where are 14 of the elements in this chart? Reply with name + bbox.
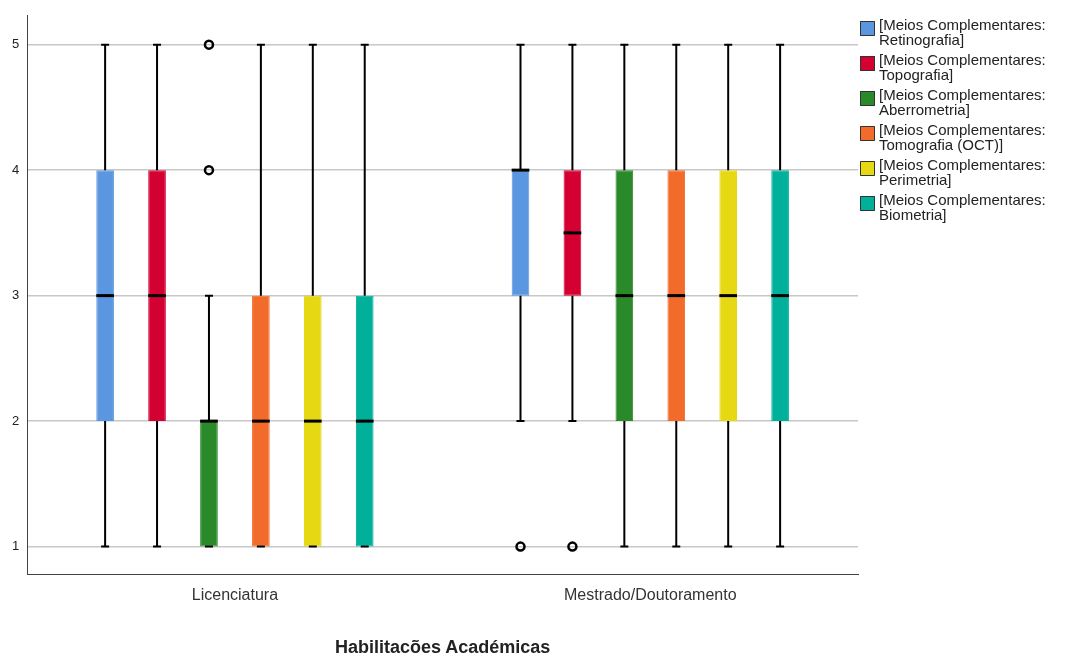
y-tick-label: 1 bbox=[12, 538, 20, 554]
legend-label: [Meios Complementares: Topografia] bbox=[879, 50, 1046, 83]
legend-label: [Meios Complementares: Perimetria] bbox=[879, 155, 1046, 188]
x-tick-label: Licenciatura bbox=[191, 586, 279, 604]
x-tick-label: Mestrado/Doutoramento bbox=[564, 586, 737, 604]
y-tick-label: 5 bbox=[12, 36, 20, 52]
legend-label: [Meios Complementares: Biometria] bbox=[879, 190, 1046, 223]
legend-label: [Meios Complementares: Retinografia] bbox=[879, 15, 1046, 48]
y-tick-label: 4 bbox=[12, 161, 20, 177]
legend-label: [Meios Complementares: Aberrometria] bbox=[879, 85, 1046, 118]
y-tick-label: 2 bbox=[12, 412, 20, 428]
x-axis-title: Habilitacões Académicas bbox=[334, 637, 551, 658]
y-tick-label: 3 bbox=[12, 287, 20, 303]
legend-label: [Meios Complementares: Tomografia (OCT)] bbox=[879, 120, 1046, 153]
